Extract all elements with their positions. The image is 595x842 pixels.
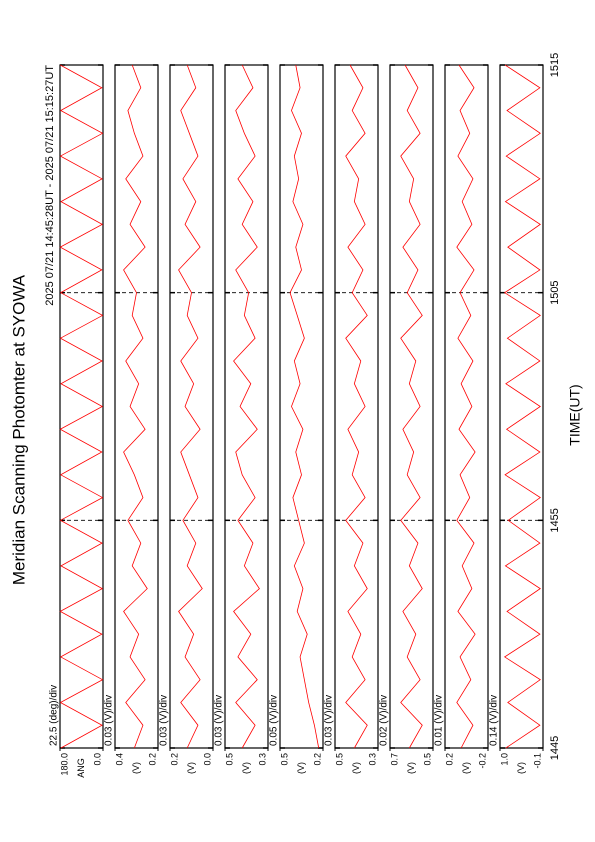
y-axis-label: (V) — [351, 762, 361, 774]
y-tick-label: 0.5 — [334, 753, 344, 766]
x-tick-label: 1505 — [549, 280, 561, 304]
signal-line — [345, 64, 368, 749]
signal-line — [289, 64, 320, 749]
scale-label: 0.02 (V)/div — [379, 695, 390, 746]
scale-label: 0.14 (V)/div — [489, 695, 500, 746]
y-tick-label: 0.7 — [389, 753, 399, 766]
y-tick-label: 0.5 — [224, 753, 234, 766]
panel-frame — [114, 64, 159, 749]
y-tick-label: 0.5 — [422, 753, 432, 766]
chart-title: Meridian Scanning Photomter at SYOWA — [9, 274, 28, 585]
y-axis-label: (V) — [406, 762, 416, 774]
scale-label: 0.01 (V)/div — [434, 695, 445, 746]
y-axis-label: ANG — [76, 758, 86, 778]
signal-line — [456, 64, 476, 749]
y-tick-label: 0.2 — [312, 753, 322, 766]
y-tick-label: 0.3 — [367, 753, 377, 766]
panel-frame — [279, 64, 324, 749]
y-tick-label: 0.2 — [147, 753, 157, 766]
panel-frame — [169, 64, 214, 749]
y-tick-label: 0.0 — [202, 753, 212, 766]
signal-line — [400, 64, 423, 749]
scale-label: 0.05 (V)/div — [269, 695, 280, 746]
signal-line — [503, 64, 541, 749]
y-tick-label: -0.2 — [477, 753, 487, 769]
y-tick-label: 0.2 — [444, 753, 454, 766]
y-tick-label: -0.1 — [532, 753, 542, 769]
panel-frame — [444, 64, 489, 749]
y-axis-label: (V) — [241, 762, 251, 774]
chart-subtitle: 2025 07/21 14:45:28UT - 2025 07/21 15:15… — [44, 65, 56, 306]
panel-frame — [499, 64, 544, 749]
y-tick-label: 0.3 — [257, 753, 267, 766]
x-tick-label: 1445 — [549, 736, 561, 760]
y-tick-label: 0.5 — [279, 753, 289, 766]
y-axis-label: (V) — [186, 762, 196, 774]
y-axis-label: (V) — [131, 762, 141, 774]
signal-line — [233, 64, 260, 749]
signal-line — [123, 64, 148, 749]
scale-label: 0.03 (V)/div — [104, 695, 115, 746]
x-tick-label: 1455 — [549, 508, 561, 532]
y-tick-label: 0.0 — [92, 753, 102, 766]
y-axis-label: (V) — [296, 762, 306, 774]
y-tick-label: 1.0 — [499, 753, 509, 766]
signal-line — [178, 64, 203, 749]
scale-label: 0.03 (V)/div — [159, 695, 170, 746]
scale-label: 22.5 (deg)/div — [49, 685, 60, 746]
scale-label: 0.03 (V)/div — [214, 695, 225, 746]
y-tick-label: 0.2 — [169, 753, 179, 766]
x-tick-label: 1515 — [549, 53, 561, 77]
y-axis-label: (V) — [516, 762, 526, 774]
y-tick-label: 0.4 — [114, 753, 124, 766]
signal-line — [59, 64, 104, 749]
scale-label: 0.03 (V)/div — [324, 695, 335, 746]
y-tick-label: 180.0 — [59, 753, 69, 776]
x-axis-label: TIME(UT) — [567, 384, 583, 445]
y-axis-label: (V) — [461, 762, 471, 774]
